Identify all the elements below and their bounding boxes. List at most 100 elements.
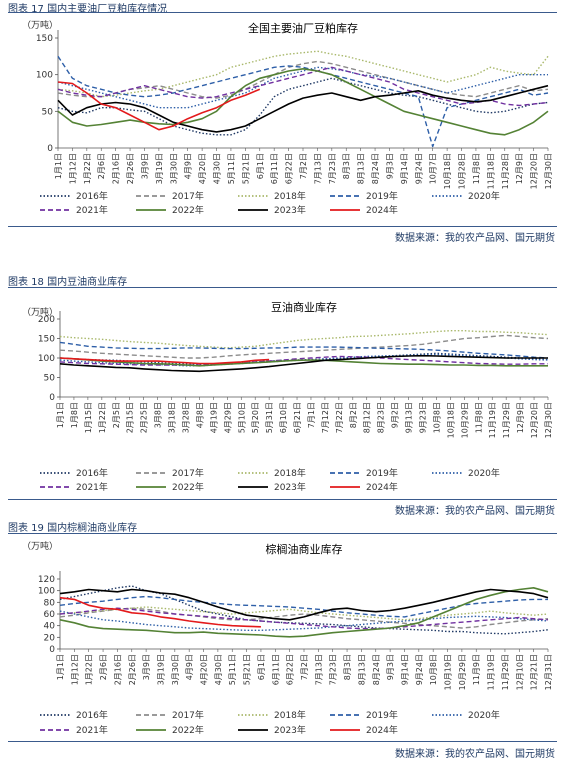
- y-tick-label: 80: [44, 598, 56, 608]
- y-tick-label: 0: [49, 393, 55, 403]
- x-tick-label: 9月3日: [385, 153, 394, 179]
- x-tick-label: 3月30日: [169, 153, 178, 184]
- x-tick-label: 4月8日: [195, 402, 204, 428]
- legend-label: 2018年: [274, 190, 306, 202]
- series-line-2020年: [59, 610, 549, 631]
- x-tick-label: 9月23日: [419, 402, 428, 433]
- series-line-2017年: [57, 60, 549, 99]
- x-tick-label: 9月13日: [405, 402, 414, 433]
- legend-label: 2024年: [366, 204, 398, 216]
- x-tick-label: 5月21日: [241, 153, 250, 184]
- legend-label: 2024年: [366, 481, 398, 493]
- x-tick-label: 3月18日: [168, 402, 177, 433]
- series-line-2024年: [57, 81, 261, 131]
- x-tick-label: 5月11日: [227, 153, 236, 184]
- x-tick-label: 11月29日: [501, 654, 510, 690]
- x-tick-label: 9月24日: [414, 153, 423, 184]
- x-tick-label: 8月3日: [342, 153, 351, 179]
- x-tick-label: 10月29日: [460, 402, 469, 438]
- x-tick-label: 8月24日: [371, 153, 380, 184]
- legend-label: 2018年: [274, 709, 306, 721]
- x-tick-label: 1月22日: [85, 654, 94, 685]
- x-tick-label: 8月2日: [349, 402, 358, 428]
- y-tick-label: 150: [38, 335, 55, 345]
- y-tick-label: 50: [42, 107, 54, 117]
- series-line-2016年: [59, 585, 549, 635]
- y-tick-label: 100: [38, 354, 55, 364]
- x-tick-label: 2月6日: [99, 654, 108, 680]
- series-line-2016年: [57, 77, 549, 136]
- source-note: 数据来源：我的农产品网、国元期货: [395, 749, 555, 760]
- legend-label: 2020年: [468, 190, 500, 202]
- x-tick-label: 3月19日: [156, 654, 165, 685]
- x-tick-label: 6月10日: [279, 402, 288, 433]
- y-axis-label: （万吨）: [22, 540, 58, 552]
- x-tick-label: 10月29日: [458, 654, 467, 690]
- x-tick-label: 9月3日: [386, 654, 395, 680]
- y-tick-label: 20: [44, 633, 56, 643]
- x-tick-label: 3月19日: [155, 153, 164, 184]
- x-tick-label: 12月30日: [544, 153, 553, 189]
- x-tick-label: 8月3日: [343, 654, 352, 680]
- x-tick-label: 7月2日: [300, 654, 309, 680]
- legend-label: 2021年: [76, 724, 108, 736]
- x-tick-label: 1月22日: [83, 153, 92, 184]
- x-tick-label: 1月12日: [70, 654, 79, 685]
- x-tick-label: 6月22日: [285, 153, 294, 184]
- y-tick-label: 100: [38, 587, 55, 597]
- x-tick-label: 11月18日: [486, 153, 495, 189]
- x-tick-label: 4月9日: [184, 153, 193, 179]
- series-line-2023年: [59, 354, 548, 373]
- x-tick-label: 5月31日: [265, 402, 274, 433]
- legend-label: 2017年: [172, 709, 204, 721]
- x-tick-label: 7月22日: [335, 402, 344, 433]
- x-tick-label: 6月21日: [293, 402, 302, 433]
- x-tick-label: 7月23日: [329, 654, 338, 685]
- x-tick-label: 11月9日: [472, 654, 481, 685]
- y-tick-label: 0: [47, 144, 53, 154]
- series-line-2019年: [59, 341, 549, 359]
- x-tick-label: 1月12日: [68, 153, 77, 184]
- x-tick-label: 9月2日: [391, 402, 400, 428]
- x-tick-label: 10月18日: [446, 402, 455, 438]
- x-tick-label: 12月10日: [515, 654, 524, 690]
- x-tick-label: 7月23日: [328, 153, 337, 184]
- x-tick-label: 3月30日: [171, 654, 180, 685]
- chart-title: 棕榈油商业库存: [266, 542, 343, 556]
- x-tick-label: 12月9日: [515, 153, 524, 184]
- series-line-2018年: [59, 606, 549, 621]
- x-tick-label: 4月9日: [185, 654, 194, 680]
- x-tick-label: 10月8日: [429, 654, 438, 685]
- legend-label: 2023年: [274, 204, 306, 216]
- x-tick-label: 4月20日: [200, 654, 209, 685]
- legend-label: 2019年: [366, 467, 398, 479]
- series-line-2017年: [59, 607, 549, 629]
- x-tick-label: 2月16日: [112, 153, 121, 184]
- x-tick-label: 9月14日: [400, 153, 409, 184]
- x-tick-label: 8月24日: [372, 654, 381, 685]
- meal-inventory-chart: 全国主要油厂豆粕库存 （万吨） 0 50 100 150 1月1日 1月12日 1月22日 2月6…: [22, 19, 553, 216]
- x-tick-label: 7月2日: [299, 153, 308, 179]
- x-tick-label: 5月20日: [251, 402, 260, 433]
- x-tick-label: 1月1日: [54, 153, 63, 179]
- x-tick-label: 6月1日: [256, 153, 265, 179]
- chart-title: 全国主要油厂豆粕库存: [248, 21, 358, 35]
- legend-label: 2019年: [366, 709, 398, 721]
- legend-label: 2023年: [274, 481, 306, 493]
- series-line-2023年: [59, 588, 549, 621]
- legend-label: 2022年: [172, 724, 204, 736]
- x-tick-label: 2月16日: [113, 654, 122, 685]
- x-tick-label: 1月15日: [84, 402, 93, 433]
- x-tick-label: 12月31日: [544, 654, 553, 690]
- source-rule: [8, 499, 557, 500]
- figure-caption-19: 图表 19 国内棕榈油商业库存: [8, 523, 138, 534]
- y-tick-label: 50: [44, 374, 56, 384]
- x-tick-label: 6月11日: [271, 654, 280, 685]
- x-tick-label: 8月13日: [357, 654, 366, 685]
- source-note: 数据来源：我的农产品网、国元期货: [395, 506, 555, 517]
- x-tick-label: 2月6日: [97, 153, 106, 179]
- x-tick-label: 6月22日: [286, 654, 295, 685]
- series-line-2024年: [59, 357, 270, 365]
- series-line-2017年: [59, 334, 549, 359]
- x-tick-label: 2月5日: [112, 402, 121, 428]
